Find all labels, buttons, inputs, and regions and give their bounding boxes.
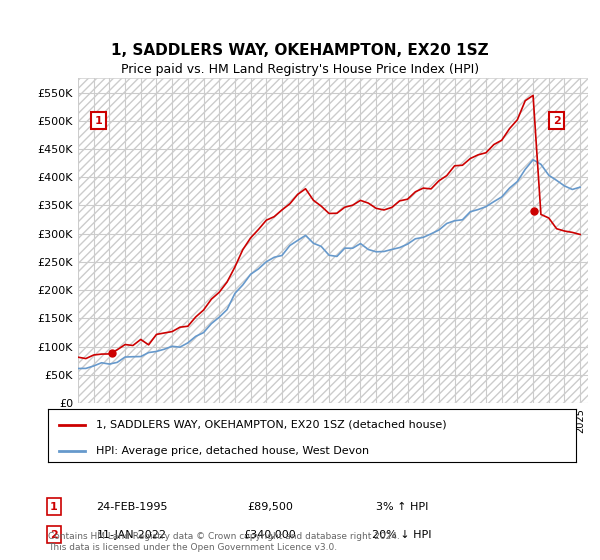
Text: 1, SADDLERS WAY, OKEHAMPTON, EX20 1SZ: 1, SADDLERS WAY, OKEHAMPTON, EX20 1SZ	[111, 43, 489, 58]
Text: Contains HM Land Registry data © Crown copyright and database right 2024.
This d: Contains HM Land Registry data © Crown c…	[48, 532, 400, 552]
Text: £89,500: £89,500	[247, 502, 293, 512]
Text: 11-JAN-2022: 11-JAN-2022	[97, 530, 167, 540]
Text: 2: 2	[553, 116, 560, 126]
Text: 1: 1	[95, 116, 102, 126]
Text: £340,000: £340,000	[244, 530, 296, 540]
Text: 1: 1	[50, 502, 58, 512]
Text: 2: 2	[50, 530, 58, 540]
Text: 3% ↑ HPI: 3% ↑ HPI	[376, 502, 428, 512]
Text: 20% ↓ HPI: 20% ↓ HPI	[372, 530, 432, 540]
Text: 1, SADDLERS WAY, OKEHAMPTON, EX20 1SZ (detached house): 1, SADDLERS WAY, OKEHAMPTON, EX20 1SZ (d…	[95, 420, 446, 430]
Text: HPI: Average price, detached house, West Devon: HPI: Average price, detached house, West…	[95, 446, 368, 456]
Text: 24-FEB-1995: 24-FEB-1995	[96, 502, 168, 512]
Text: Price paid vs. HM Land Registry's House Price Index (HPI): Price paid vs. HM Land Registry's House …	[121, 63, 479, 77]
